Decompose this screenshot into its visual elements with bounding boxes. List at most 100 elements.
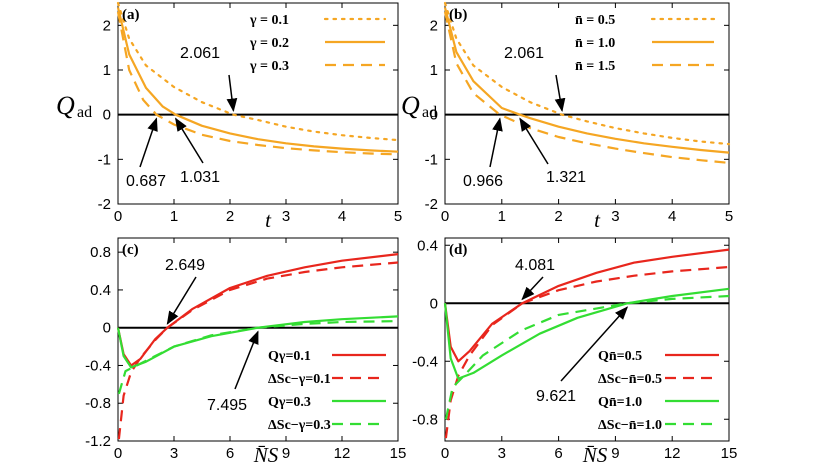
x-tick-label: 9 — [282, 445, 290, 462]
legend-label: γ = 0.2 — [249, 36, 289, 51]
legend-label: Qn̄=1.0 — [598, 395, 642, 410]
y-tick-label: -0.8 — [85, 395, 111, 412]
y-tick-label: 2 — [103, 17, 111, 34]
plot-frame — [444, 2, 730, 205]
panel-label: (c) — [122, 242, 139, 258]
series-line-1 — [443, 248, 730, 363]
series-line-3 — [116, 11, 399, 156]
panel-label: (d) — [449, 242, 467, 258]
panel-d: 0 3 6 9 12 15 -0.8 -0.4 0 0.4 (d) Qn̄=0.5 ΔSc−n̄=0.5… — [412, 237, 737, 467]
annotation-arrow — [560, 306, 629, 382]
y-axis-title: Q — [401, 91, 420, 120]
x-tick-label: 1 — [170, 208, 178, 225]
legend-label: n̄ = 1.5 — [575, 59, 615, 74]
legend-label: n̄ = 0.5 — [575, 13, 615, 28]
plot-frame — [444, 237, 730, 442]
annotation-arrow — [175, 117, 204, 164]
legend-label: γ = 0.3 — [249, 59, 289, 74]
y-tick-label: 0 — [103, 107, 111, 124]
x-tick-label: 3 — [282, 208, 290, 225]
y-tick-label: -1 — [425, 151, 438, 168]
x-tick-label: 15 — [721, 445, 738, 462]
y-tick-label: 1 — [103, 62, 111, 79]
annotation-arrow — [166, 276, 197, 325]
crossing-annotation: 7.495 — [207, 397, 247, 414]
crossing-annotation: 0.966 — [463, 173, 503, 190]
crossing-annotation: 1.321 — [546, 169, 586, 186]
x-tick-label: 3 — [170, 445, 178, 462]
x-tick-label: 12 — [664, 445, 681, 462]
y-tick-label: 2 — [430, 17, 438, 34]
plot-frame — [117, 237, 399, 442]
legend-label: γ = 0.1 — [249, 13, 289, 28]
legend-label: ΔSc−n̄=1.0 — [598, 418, 662, 433]
series-line-1 — [443, 1, 731, 146]
x-tick-label: 15 — [390, 445, 407, 462]
y-tick-label: 0 — [430, 107, 438, 124]
annotation-arrow — [234, 330, 259, 390]
y-tick-label: 0 — [103, 320, 111, 337]
x-axis-title: t — [594, 208, 601, 232]
y-tick-label: -0.4 — [85, 357, 111, 374]
annotation-arrow — [521, 276, 544, 301]
plot-frame — [117, 2, 399, 205]
y-tick-label: -2 — [425, 196, 438, 213]
annotation-arrow — [139, 117, 158, 168]
y-tick-label: -1 — [98, 151, 111, 168]
y-tick-label: 0.8 — [90, 244, 111, 261]
x-tick-label: 4 — [338, 208, 346, 225]
legend-label: Qn̄=0.5 — [598, 349, 642, 364]
legend-label: ΔSc−γ=0.1 — [268, 372, 331, 387]
series-line-3 — [116, 315, 399, 369]
crossing-annotation: 4.081 — [515, 257, 555, 274]
x-tick-label: 0 — [441, 445, 449, 462]
x-tick-label: 12 — [334, 445, 351, 462]
y-axis-title: Q — [56, 91, 75, 120]
series-line-4 — [444, 294, 730, 420]
crossing-annotation: 1.031 — [180, 169, 220, 186]
y-tick-label: 1 — [430, 62, 438, 79]
x-tick-label: 2 — [554, 208, 562, 225]
legend-label: Qγ=0.1 — [268, 349, 311, 364]
x-tick-label: 1 — [498, 208, 506, 225]
y-axis-title-subscript: ad — [422, 104, 437, 121]
x-tick-label: 5 — [394, 208, 402, 225]
legend-label: Qγ=0.3 — [268, 395, 311, 410]
x-tick-label: 3 — [611, 208, 619, 225]
series-line-2 — [116, 7, 399, 153]
y-tick-label: -0.8 — [412, 411, 438, 428]
y-tick-label: 0 — [430, 295, 438, 312]
x-axis-title: N̄S — [582, 443, 608, 467]
crossing-annotation: 2.061 — [180, 45, 220, 62]
x-axis-title: N̄S — [253, 443, 279, 467]
x-tick-label: 6 — [226, 445, 234, 462]
panel-label: (b) — [449, 7, 467, 23]
legend-label: n̄ = 1.0 — [575, 36, 615, 51]
x-tick-label: 3 — [498, 445, 506, 462]
series-line-2 — [443, 7, 730, 154]
annotation-arrow — [226, 74, 238, 113]
y-tick-label: -0.4 — [412, 353, 438, 370]
annotation-arrow — [554, 74, 566, 112]
annotation-arrow — [489, 117, 503, 168]
y-tick-label: -2 — [98, 196, 111, 213]
crossing-annotation: 9.621 — [536, 388, 576, 405]
legend-label: ΔSc−γ=0.3 — [268, 418, 331, 433]
legend-label: ΔSc−n̄=0.5 — [598, 372, 662, 387]
series-line-3 — [443, 11, 730, 164]
y-tick-label: 0.4 — [90, 282, 111, 299]
x-tick-label: 2 — [226, 208, 234, 225]
x-tick-label: 0 — [114, 445, 122, 462]
y-axis-title-subscript: ad — [77, 104, 92, 121]
y-tick-label: -1.2 — [85, 433, 111, 450]
annotation-arrow — [519, 117, 549, 165]
crossing-annotation: 2.649 — [165, 257, 205, 274]
x-tick-label: 5 — [725, 208, 733, 225]
x-tick-label: 9 — [611, 445, 619, 462]
x-tick-label: 4 — [668, 208, 676, 225]
x-tick-label: 0 — [114, 208, 122, 225]
panel-a: 0 1 2 3 4 5 -2 -1 0 1 2 (a) γ = 0.1 γ = 0.2 γ = 0.3 t Q a… — [56, 1, 402, 232]
series-line-4 — [117, 320, 399, 395]
panel-label: (a) — [122, 7, 140, 23]
